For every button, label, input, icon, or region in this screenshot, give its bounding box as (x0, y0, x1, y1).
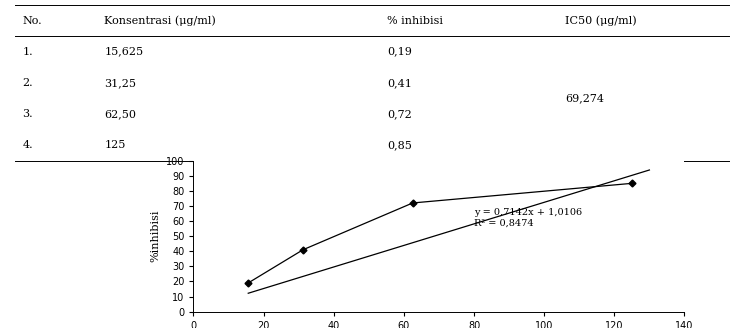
Text: 0,72: 0,72 (387, 109, 411, 119)
Text: IC50 (μg/ml): IC50 (μg/ml) (565, 15, 637, 26)
Text: 69,274: 69,274 (565, 93, 604, 103)
Text: 0,85: 0,85 (387, 140, 411, 150)
Text: Konsentrasi (μg/ml): Konsentrasi (μg/ml) (104, 15, 216, 26)
Text: 62,50: 62,50 (104, 109, 136, 119)
Text: 15,625: 15,625 (104, 47, 144, 57)
Text: 4.: 4. (22, 140, 33, 150)
Text: 0,41: 0,41 (387, 78, 411, 88)
Y-axis label: %inhibisi: %inhibisi (150, 210, 161, 262)
Text: No.: No. (22, 15, 42, 26)
Text: % inhibisi: % inhibisi (387, 15, 443, 26)
Text: 125: 125 (104, 140, 126, 150)
Text: 2.: 2. (22, 78, 33, 88)
Text: 1.: 1. (22, 47, 33, 57)
Text: y = 0,7142x + 1,0106
R² = 0,8474: y = 0,7142x + 1,0106 R² = 0,8474 (474, 208, 582, 228)
Text: 31,25: 31,25 (104, 78, 136, 88)
Text: 0,19: 0,19 (387, 47, 411, 57)
Text: 3.: 3. (22, 109, 33, 119)
